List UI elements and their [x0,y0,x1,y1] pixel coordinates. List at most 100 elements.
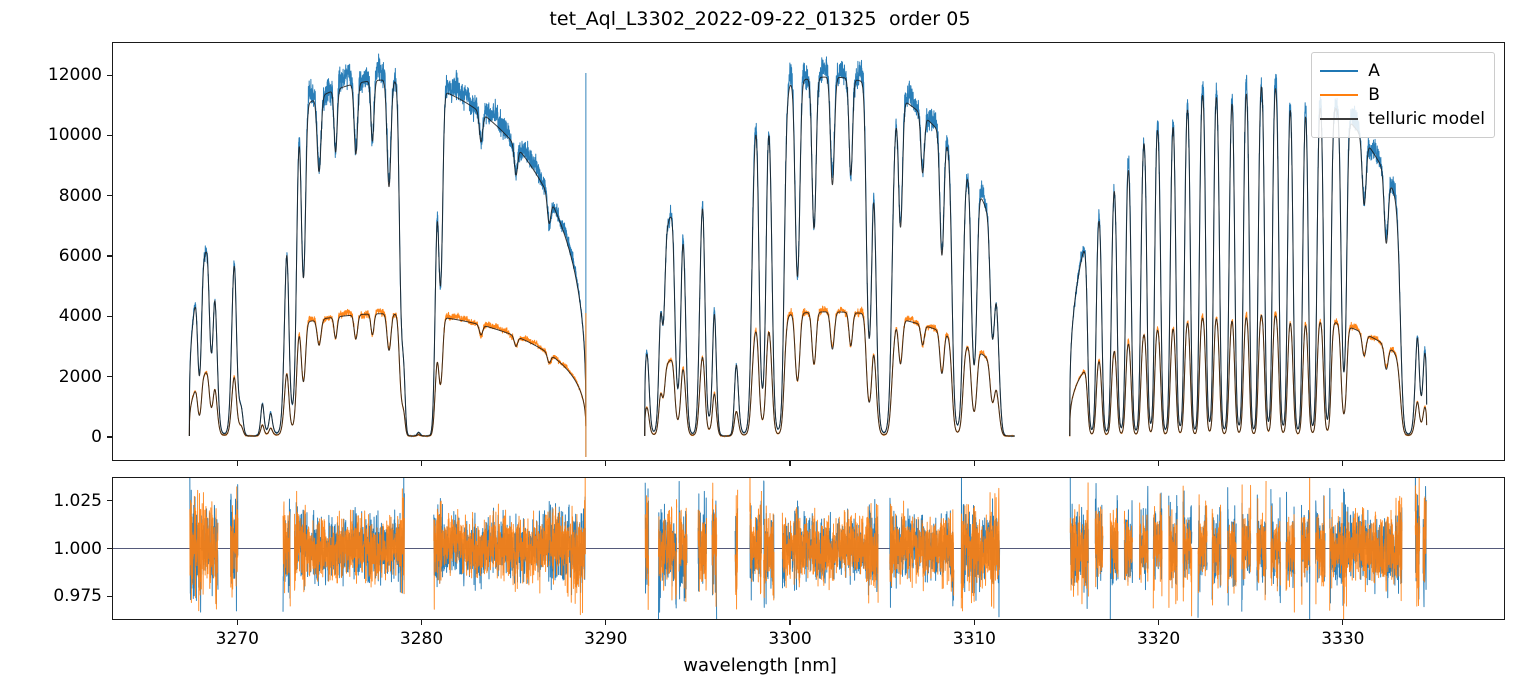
x-tick-mark-upper [973,461,975,466]
residual-trace-b-segment-2-run-13 [1270,505,1281,592]
x-tick-label: 3270 [215,629,259,649]
x-tick-mark [1157,620,1160,625]
x-tick-mark-upper [789,461,791,466]
y-tick-mark-flux [107,436,112,438]
residual-trace-b-segment-2-run-2 [1109,508,1119,580]
legend-swatch-a [1320,69,1359,73]
residual-trace-b-segment-1-run-9 [889,500,955,596]
y-tick-mark-residual [107,500,112,502]
flux-plot-canvas [188,53,1428,458]
flux-trace-a-segment-0 [188,53,587,438]
y-tick-label-flux: 0 [91,426,102,447]
x-tick-label: 3300 [768,629,812,649]
x-tick-mark-upper [1342,461,1344,466]
residual-trace-b-segment-1-run-1 [658,499,678,601]
residual-trace-b-segment-0-run-0 [189,489,219,612]
y-tick-label-residual: 1.025 [53,490,102,511]
x-tick-mark-upper [420,461,423,466]
residual-trace-b-segment-1-run-6 [749,478,762,595]
legend-label-a: A [1368,60,1380,81]
y-tick-label-flux: 8000 [58,185,102,206]
telluric-model-trace-b-segment-2 [1069,314,1428,436]
x-tick-mark [789,620,791,625]
y-tick-mark-flux [107,195,112,197]
legend: A B telluric model [1311,52,1495,138]
residual-trace-b-segment-1-run-3 [697,509,707,592]
residual-trace-b-segment-2-run-5 [1152,493,1163,609]
residual-trace-b-segment-2-run-12 [1256,480,1267,601]
residual-plot-axes [112,477,1505,620]
x-tick-label: 3320 [1136,629,1181,649]
residual-trace-b-segment-0-run-2 [282,501,291,607]
legend-swatch-telluric-model [1320,117,1359,121]
x-tick-mark-upper [605,461,607,466]
legend-swatch-b [1320,93,1359,97]
y-tick-mark-flux [107,315,112,317]
x-tick-mark [973,620,975,625]
residual-trace-b-segment-1-run-7 [763,505,775,601]
x-axis-label: wavelength [nm] [683,655,837,676]
y-tick-label-flux: 6000 [58,246,102,267]
residual-trace-b-segment-2-run-9 [1211,504,1222,606]
residual-trace-b-segment-2-run-1 [1094,506,1104,588]
y-tick-label-residual: 0.975 [53,586,102,607]
x-tick-label: 3330 [1321,629,1365,649]
y-tick-label-flux: 2000 [58,366,102,387]
telluric-model-trace-b-segment-1 [644,311,1015,437]
residual-trace-b-segment-1-run-5 [734,489,739,610]
residual-trace-b-segment-2-run-18 [1414,478,1421,607]
legend-label-b: B [1368,84,1380,105]
residual-trace-b-segment-2-run-16 [1314,495,1326,605]
x-tick-mark-upper [236,461,238,466]
residual-trace-b-segment-2-run-0 [1069,482,1089,605]
y-tick-label-flux: 4000 [58,306,102,327]
residual-trace-b-segment-2-run-15 [1300,478,1311,605]
residual-trace-b-segment-2-run-4 [1139,502,1149,583]
y-tick-label-flux: 12000 [47,65,102,86]
x-tick-mark [236,620,238,625]
y-tick-mark-flux [107,74,112,76]
residual-trace-b-segment-2-run-11 [1241,484,1252,580]
legend-item-a[interactable]: A [1320,59,1485,83]
residual-trace-b-segment-2-run-3 [1123,510,1133,586]
residual-plot-canvas [113,478,1504,619]
x-tick-mark [605,620,607,625]
y-tick-mark-residual [107,595,112,597]
residual-trace-b-segment-0-run-3 [293,488,405,595]
y-tick-mark-residual [107,547,112,550]
y-tick-label-residual: 1.000 [53,538,102,559]
residual-trace-b-segment-2-run-19 [1422,496,1427,583]
y-tick-mark-flux [107,375,112,378]
residual-trace-b-segment-2-run-17 [1329,495,1403,619]
residual-trace-b-segment-2-run-10 [1227,520,1237,594]
residual-trace-b-segment-2-run-7 [1182,485,1193,617]
residual-trace-b-segment-0-run-1 [230,486,239,598]
y-axis-label-residual: residual [0,512,1,583]
residual-trace-b-segment-1-run-0 [644,495,650,610]
residual-trace-b-segment-1-run-10 [960,487,1001,612]
y-tick-label-flux: 10000 [47,125,102,146]
y-tick-mark-flux [107,134,112,137]
telluric-model-trace-a-segment-2 [1069,86,1428,436]
legend-item-telluric-model[interactable]: telluric model [1320,107,1485,131]
residual-trace-b-segment-0-run-4 [433,478,586,616]
x-tick-mark [420,620,423,625]
residual-trace-b-segment-1-run-8 [781,502,879,604]
legend-label-telluric-model: telluric model [1368,108,1485,129]
x-tick-label: 3280 [399,629,444,649]
residual-trace-b-segment-2-run-14 [1285,514,1296,613]
flux-trace-b-segment-0 [188,308,587,438]
residual-trace-b-segment-1-run-2 [678,507,688,602]
x-tick-mark [1342,620,1344,625]
telluric-model-trace-b-segment-0 [188,313,587,437]
residual-trace-b-segment-2-run-8 [1197,494,1208,594]
telluric-model-trace-a-segment-1 [644,76,1015,437]
x-tick-mark-upper [1157,461,1160,466]
x-tick-label: 3310 [952,629,996,649]
x-tick-label: 3290 [584,629,628,649]
legend-item-b[interactable]: B [1320,83,1485,107]
figure-title: tet_Aql_L3302_2022-09-22_01325 order 05 [549,8,971,30]
residual-trace-b-segment-2-run-6 [1168,505,1178,608]
residual-trace-b-segment-1-run-4 [711,482,718,607]
